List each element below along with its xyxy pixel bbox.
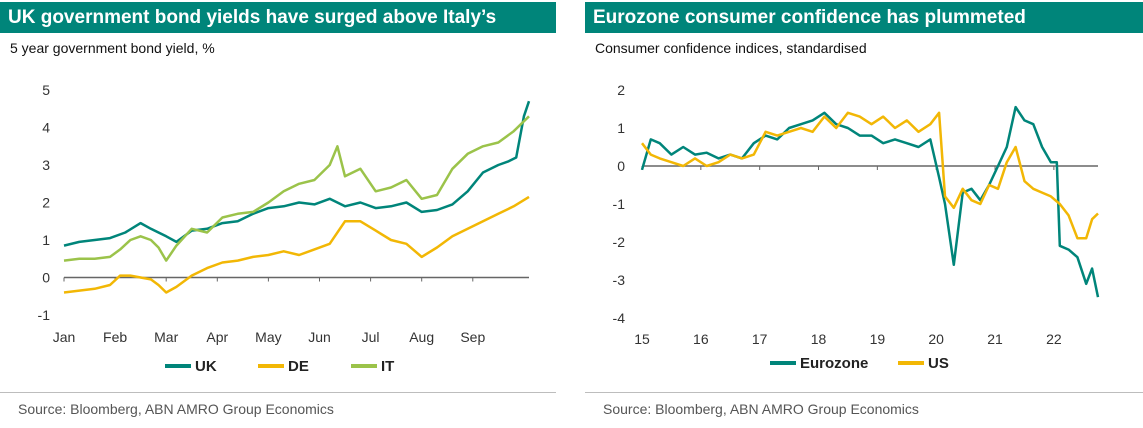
series-line-uk [63, 100, 531, 247]
y-tick-label: -1 [38, 307, 51, 323]
bond-yield-chart: -1 0 1 2 3 4 5 Jan Feb Mar Apr May Jun Jul Aug Sep UK DE I… [38, 82, 531, 375]
chart-title: Eurozone consumer confidence has plummet… [585, 2, 1143, 33]
series-line-it [63, 115, 530, 262]
x-tick-label: Mar [154, 329, 178, 345]
chart-panel-uk-yields: UK government bond yields have surged ab… [0, 0, 556, 428]
legend-label-uk: UK [195, 358, 217, 375]
x-tick-label: 18 [811, 331, 827, 347]
y-tick-label: -2 [613, 234, 626, 250]
x-tick-label: Feb [103, 329, 127, 345]
y-tick-label: 5 [42, 82, 50, 98]
y-tick-label: -1 [613, 196, 626, 212]
legend-label-de: DE [288, 358, 309, 375]
chart-subtitle: 5 year government bond yield, % [10, 40, 215, 56]
x-tick-label: Sep [460, 329, 485, 345]
y-tick-label: 0 [42, 270, 50, 286]
x-tick-label: 16 [693, 331, 709, 347]
consumer-confidence-chart: -4 -3 -2 -1 0 1 2 15 16 17 18 19 20 21 22 Eurozone US [613, 82, 1100, 372]
source-divider [585, 392, 1143, 393]
y-tick-label: 2 [617, 82, 625, 98]
y-tick-label: 0 [617, 158, 625, 174]
x-tick-label: 19 [870, 331, 886, 347]
series-line-us [641, 111, 1099, 240]
x-tick-label: Jan [53, 329, 76, 345]
x-tick-label: 15 [634, 331, 650, 347]
y-tick-label: 2 [42, 195, 50, 211]
x-tick-label: Aug [409, 329, 434, 345]
x-tick-label: Apr [206, 329, 228, 345]
legend-label-eurozone: Eurozone [800, 355, 868, 372]
x-tick-label: 22 [1046, 331, 1062, 347]
chart-title: UK government bond yields have surged ab… [0, 2, 556, 33]
legend-label-us: US [928, 355, 949, 372]
series-line-eurozone [640, 105, 1100, 298]
y-tick-label: 4 [42, 120, 50, 136]
y-tick-label: 1 [617, 120, 625, 136]
x-tick-label: 17 [752, 331, 768, 347]
x-tick-label: May [255, 329, 281, 345]
y-tick-label: 3 [42, 157, 50, 173]
x-tick-label: 21 [987, 331, 1003, 347]
x-tick-label: Jun [308, 329, 331, 345]
source-note: Source: Bloomberg, ABN AMRO Group Econom… [603, 401, 919, 417]
chart-subtitle: Consumer confidence indices, standardise… [595, 40, 867, 56]
y-tick-label: -4 [613, 310, 626, 326]
x-tick-label: Jul [362, 329, 380, 345]
chart-panel-consumer-confidence: Eurozone consumer confidence has plummet… [585, 0, 1143, 428]
y-tick-label: 1 [42, 232, 50, 248]
source-note: Source: Bloomberg, ABN AMRO Group Econom… [18, 401, 334, 417]
series-line-de [63, 195, 530, 294]
x-tick-label: 20 [928, 331, 944, 347]
source-divider [0, 392, 556, 393]
legend-label-it: IT [381, 358, 394, 375]
y-tick-label: -3 [613, 272, 626, 288]
